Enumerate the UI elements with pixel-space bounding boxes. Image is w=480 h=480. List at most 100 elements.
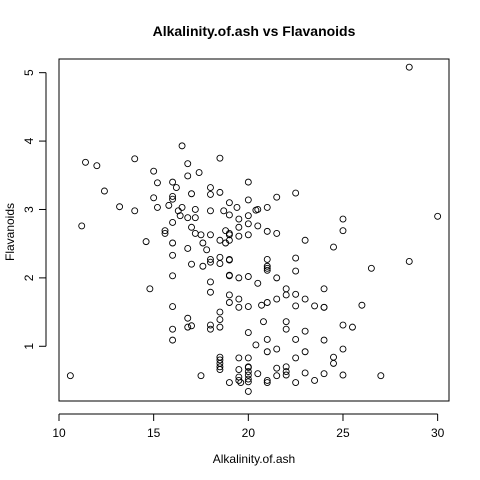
x-axis-label: Alkalinity.of.ash [213,452,295,466]
data-point [244,303,252,311]
data-point [311,377,319,384]
data-point [260,318,267,326]
data-point [184,314,192,322]
data-point [282,325,290,333]
data-point [188,223,195,231]
data-point [150,167,158,175]
data-point [237,379,245,386]
x-tick-label: 15 [147,426,161,440]
data-point [244,220,252,228]
data-point [169,303,177,311]
y-tick-label: 2 [22,274,36,281]
data-point [244,273,252,280]
data-point [273,372,281,380]
x-tick-label: 30 [431,426,445,440]
data-point [339,371,347,379]
data-point [258,301,266,309]
data-point [169,219,177,226]
data-point [203,246,211,254]
data-point [273,274,281,282]
data-point [320,370,328,378]
data-point [216,323,224,331]
data-point [282,318,290,326]
data-point [244,196,252,204]
data-point [207,325,214,333]
y-tick-label: 1 [22,343,36,350]
data-point [216,260,224,267]
data-point [235,366,243,373]
data-point [233,203,241,211]
data-point [235,295,243,303]
data-point [225,199,233,207]
data-point [263,299,271,306]
data-point [273,364,281,372]
data-point [330,243,337,251]
data-point [207,278,214,286]
data-point [225,379,233,386]
data-point [292,302,300,310]
data-point [235,232,243,240]
data-point [199,239,207,247]
data-point [169,193,177,200]
data-point [358,301,366,309]
data-point [216,308,224,316]
data-point [292,354,300,362]
chart-title: Alkalinity.of.ash vs Flavanoids [153,23,356,39]
data-point [244,329,252,337]
data-point [216,356,224,364]
data-point [301,348,309,356]
data-point [165,201,173,209]
data-point [254,222,262,230]
y-axis: 1 2 3 4 5 [22,69,47,350]
data-point [169,178,177,186]
data-point [178,203,186,211]
data-point [273,345,281,353]
data-point [330,359,337,367]
data-point [207,190,214,198]
data-point [263,262,271,270]
data-point [207,288,214,296]
y-axis-label: Flavanoids [3,203,17,261]
data-point [216,316,224,324]
data-point [161,229,169,237]
data-point [301,236,309,244]
data-point [235,377,243,384]
data-point [244,364,252,371]
data-point [207,184,214,192]
data-point [292,254,300,262]
data-point [225,299,233,306]
data-point [349,323,356,331]
data-point [282,285,290,293]
data-point [330,353,337,361]
data-point [225,291,233,299]
data-point [254,370,262,378]
data-point [377,372,385,380]
data-point [216,154,224,162]
data-point [142,238,150,246]
data-point [273,295,281,303]
data-point [169,195,177,203]
data-point [188,260,195,268]
data-point [150,194,158,202]
data-point [184,172,192,180]
data-point [320,336,328,344]
data-point [263,255,271,263]
x-tick-label: 25 [336,426,350,440]
data-point [301,327,309,335]
data-point [78,222,86,230]
data-point [367,264,375,272]
data-point [197,372,205,380]
data-point [178,142,186,150]
data-point [184,245,192,252]
data-point [252,341,260,349]
data-point [191,214,199,222]
data-point [169,239,177,247]
data-point [207,255,214,263]
data-point [235,354,243,362]
data-point [174,207,182,215]
data-point [244,378,252,386]
data-point [282,291,290,299]
data-point [244,371,252,379]
